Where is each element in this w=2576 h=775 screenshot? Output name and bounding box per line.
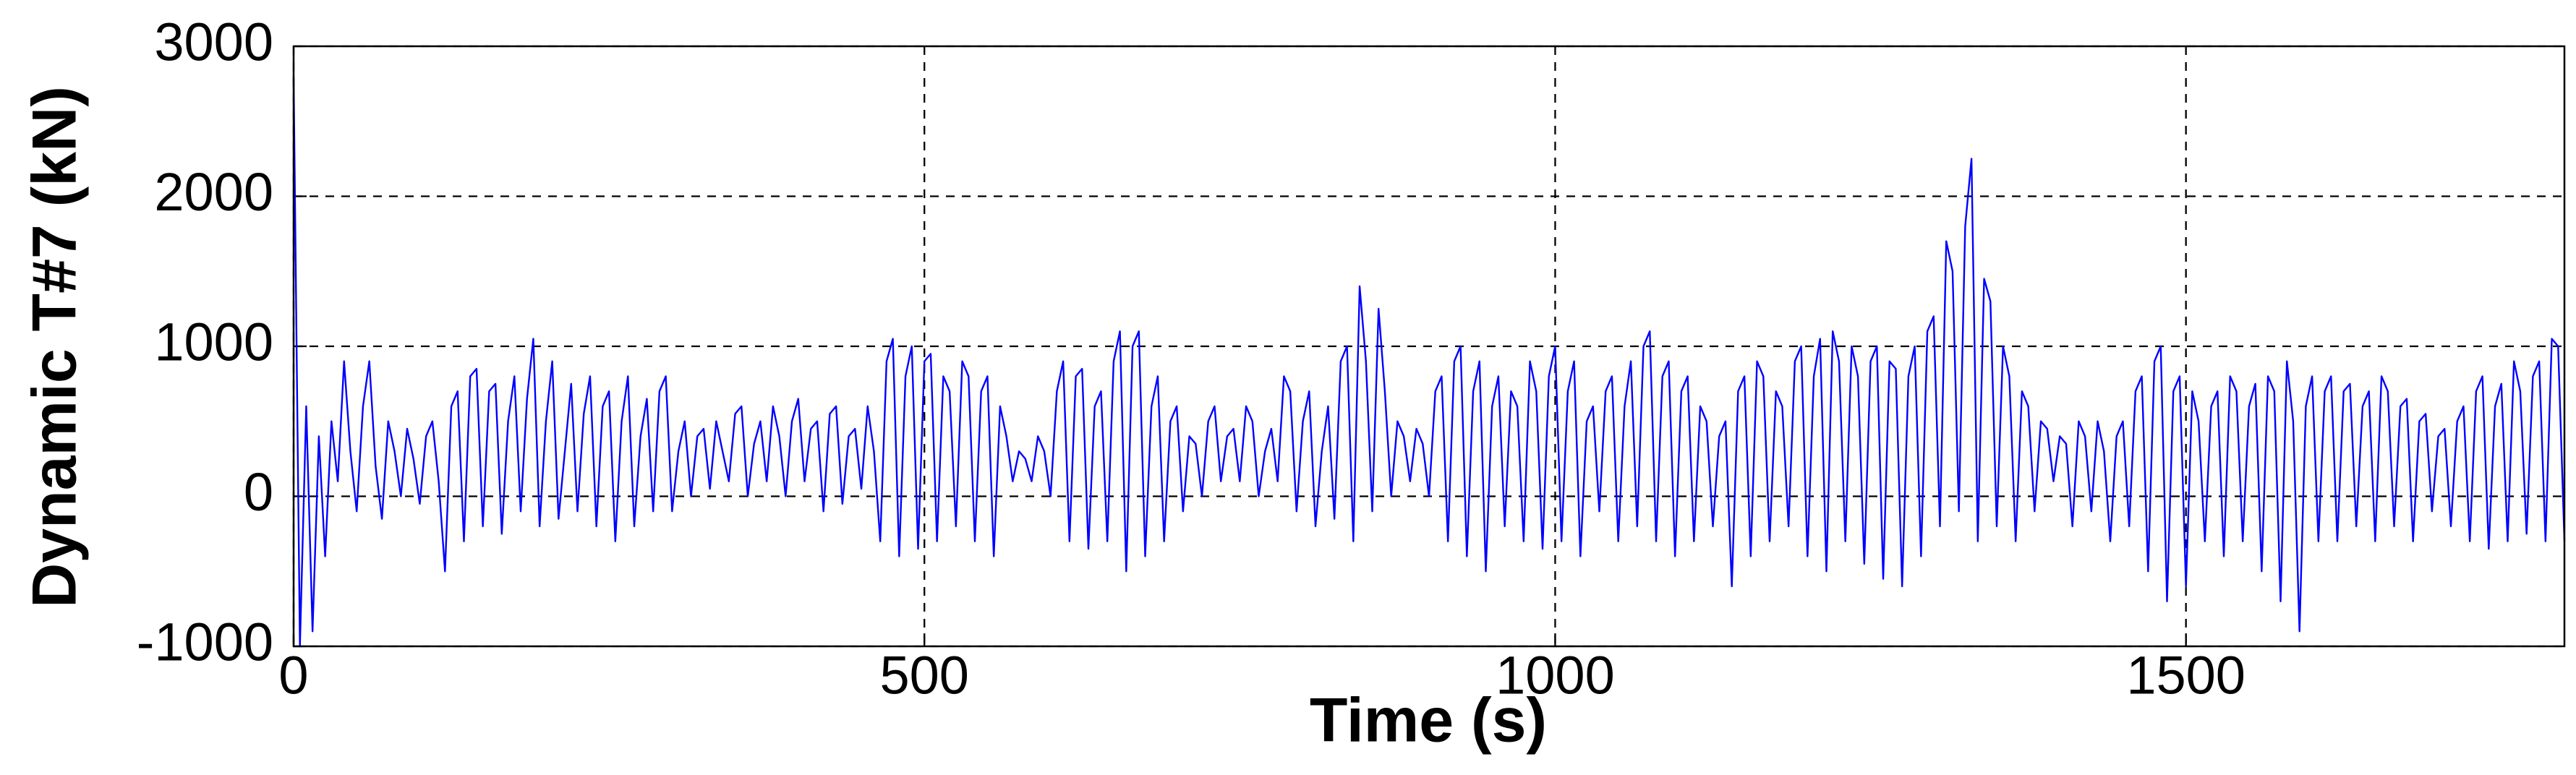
y-tick-label: -1000 [137,612,273,672]
y-tick-label: 2000 [154,162,273,222]
y-tick-label: 0 [244,462,273,522]
y-axis-label: Dynamic T#7 (kN) [20,86,90,608]
x-tick-label: 500 [879,646,968,706]
x-axis-label: Time (s) [1310,686,1547,755]
x-tick-label: 0 [278,646,308,706]
x-tick-label: 1500 [2126,646,2246,706]
plot-frame [292,45,2566,648]
y-tick-label: 1000 [154,312,273,372]
data-line [292,76,2566,648]
y-tick-label: 3000 [154,12,273,72]
x-tick-label: 1000 [1496,646,1615,706]
